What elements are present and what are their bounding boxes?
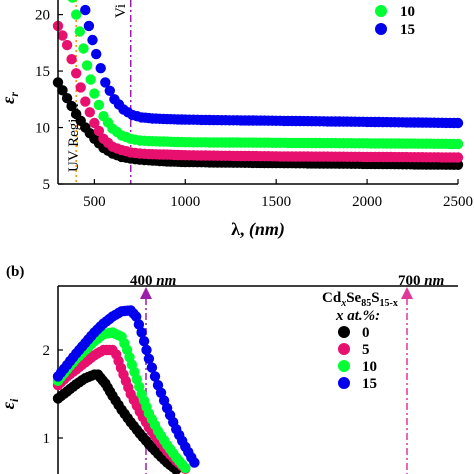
data-point	[61, 93, 73, 104]
x-tick-label: 2500	[443, 194, 473, 210]
legend-marker-5	[338, 343, 350, 355]
panel-a: 5 10 15 20 500 1000 1500 2000 2500 UV Region Vi…	[0, 0, 473, 240]
arrow-700nm-icon	[401, 287, 413, 299]
marker-label-400nm: 400 nm	[130, 273, 176, 289]
y-tick-label: 2	[43, 343, 51, 359]
data-point	[66, 54, 77, 65]
y-tick-label: 5	[43, 177, 51, 193]
visible-region-label: Vi	[113, 4, 129, 18]
marker-label-700nm: 700 nm	[398, 273, 444, 289]
data-point	[189, 457, 200, 468]
data-point	[71, 9, 82, 20]
data-point	[89, 88, 100, 99]
data-point	[80, 96, 91, 107]
data-point	[452, 117, 464, 129]
x-tick-label: 500	[83, 194, 106, 210]
y-tick-label: 15	[35, 64, 50, 80]
series-15	[80, 4, 464, 129]
data-point	[104, 85, 116, 97]
data-point	[133, 319, 145, 330]
data-point	[452, 152, 464, 163]
series-10	[67, 0, 464, 150]
data-point	[149, 371, 161, 382]
data-point	[75, 82, 86, 93]
panel-b-label: (b)	[6, 264, 24, 280]
x-tick-label: 1500	[261, 194, 291, 210]
x-tick-label: 1000	[170, 194, 200, 210]
legend-label-10: 10	[400, 4, 415, 20]
data-point	[81, 60, 93, 71]
svg-text:εi: εi	[0, 398, 21, 409]
panel-a-y-axis-title: εr	[0, 92, 21, 104]
data-point	[93, 125, 105, 137]
data-point	[91, 48, 102, 60]
data-point	[138, 336, 150, 347]
data-point	[57, 85, 68, 96]
data-point	[141, 344, 152, 356]
panel-a-x-ticks: 500 1000 1500 2000 2500	[83, 179, 473, 210]
panel-b-data-points	[52, 305, 200, 474]
y-tick-label: 10	[35, 121, 50, 137]
legend-label-0: 0	[362, 325, 370, 341]
panel-a-x-axis-title: λ, (nm)	[231, 219, 285, 240]
panel-b-y-ticks: 12	[43, 343, 63, 447]
data-point	[452, 138, 464, 150]
x-tick-label: 2000	[352, 194, 382, 210]
data-point	[84, 107, 96, 118]
data-point	[80, 4, 91, 16]
data-point	[71, 68, 82, 79]
legend-marker-15	[375, 23, 387, 35]
data-point	[89, 117, 100, 129]
arrow-400nm-icon	[140, 287, 152, 299]
data-point	[180, 462, 191, 474]
panel-a-y-ticks: 5 10 15 20	[35, 8, 63, 193]
panel-a-legend: 10 15	[375, 4, 415, 38]
uv-region-label: UV Region	[66, 103, 82, 172]
legend-title: CdxSe85S15-x	[322, 290, 398, 309]
data-point	[95, 62, 106, 74]
legend-marker-10	[338, 360, 350, 372]
data-point	[57, 30, 68, 41]
data-point	[74, 26, 86, 37]
data-point	[78, 43, 89, 54]
legend-label-10: 10	[362, 359, 377, 375]
legend-label-15: 15	[400, 22, 415, 38]
data-point	[93, 99, 105, 111]
legend-marker-15	[338, 377, 350, 389]
panel-a-data-points	[52, 0, 464, 170]
series-0	[52, 369, 182, 474]
data-point	[143, 353, 155, 364]
data-point	[85, 74, 96, 85]
data-point	[131, 311, 142, 322]
legend-subtitle: x at.%:	[335, 308, 380, 324]
y-tick-label: 1	[43, 431, 51, 447]
panel-b-y-axis-title: εi	[0, 398, 21, 409]
data-point	[67, 0, 78, 3]
data-point	[87, 34, 98, 46]
data-point	[100, 77, 111, 88]
panel-b: (b) 400 nm 700 nm 12 εi CdxSe85S15-x x a…	[0, 264, 458, 474]
legend-marker-0	[338, 326, 350, 338]
series-5	[52, 20, 464, 163]
legend-label-5: 5	[362, 342, 370, 358]
y-tick-label: 20	[35, 8, 50, 24]
data-point	[146, 362, 158, 373]
data-point	[83, 20, 95, 32]
data-point	[66, 100, 77, 112]
svg-text:εr: εr	[0, 92, 21, 104]
legend-label-15: 15	[362, 376, 377, 392]
series-15	[52, 305, 200, 468]
legend-marker-10	[375, 5, 387, 17]
data-point	[61, 39, 73, 51]
data-point	[136, 327, 147, 338]
